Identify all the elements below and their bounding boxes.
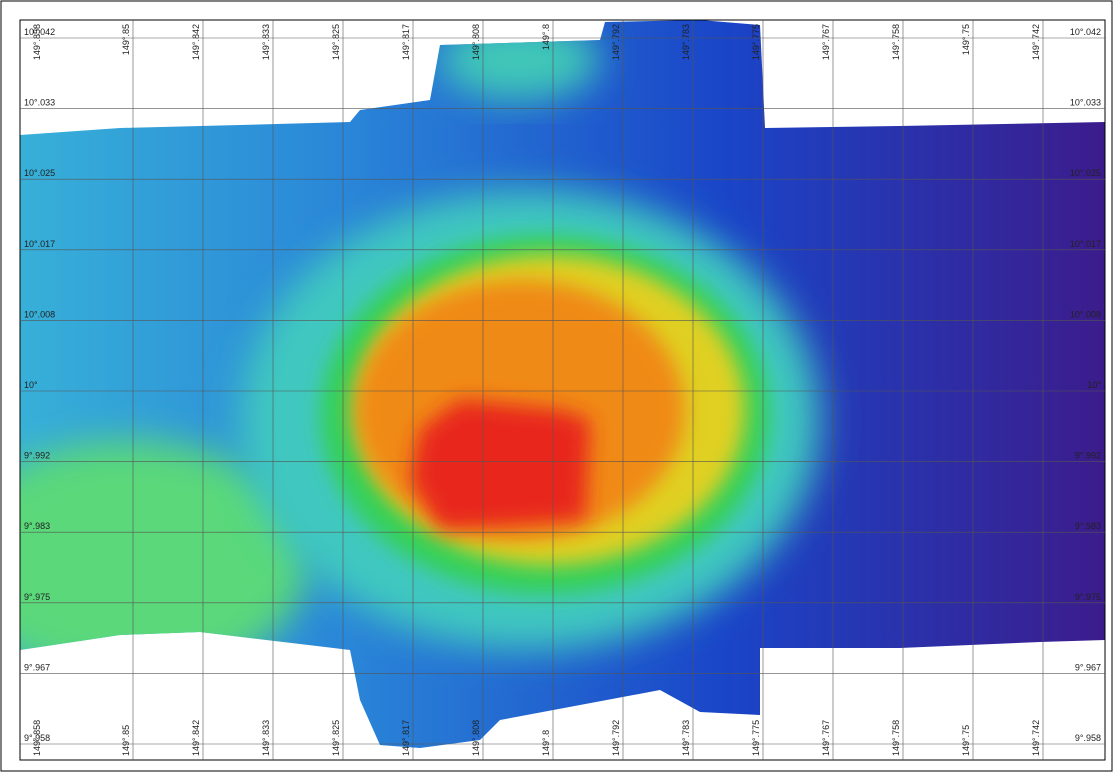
latitude-label-left: 9°.967: [24, 662, 50, 672]
latitude-label-right: 10°.025: [1070, 168, 1101, 178]
latitude-label-right: 10°: [1087, 380, 1101, 390]
latitude-label-right: 9°.958: [1075, 733, 1101, 743]
latitude-label-right: 10°.033: [1070, 98, 1101, 108]
longitude-label-bottom: 149°.842: [191, 720, 201, 756]
longitude-label-bottom: 149°.767: [821, 720, 831, 756]
latitude-label-right: 10°.017: [1070, 239, 1101, 249]
latitude-label-left: 10°.033: [24, 98, 55, 108]
longitude-label-top: 149°.75: [961, 24, 971, 55]
longitude-label-bottom: 149°.758: [891, 720, 901, 756]
latitude-label-right: 10°.008: [1070, 309, 1101, 319]
latitude-label-left: 10°.017: [24, 239, 55, 249]
longitude-label-bottom: 149°.742: [1031, 720, 1041, 756]
longitude-label-top: 149°.742: [1031, 24, 1041, 60]
latitude-label-left: 10°: [24, 380, 38, 390]
longitude-label-bottom: 149°.817: [401, 720, 411, 756]
latitude-label-left: 9°.975: [24, 592, 50, 602]
longitude-label-top: 149°.767: [821, 24, 831, 60]
latitude-label-right: 9°.983: [1075, 521, 1101, 531]
longitude-label-top: 149°.792: [611, 24, 621, 60]
longitude-label-top: 149°.825: [331, 24, 341, 60]
latitude-label-right: 9°.975: [1075, 592, 1101, 602]
longitude-label-top: 149°.775: [751, 24, 761, 60]
longitude-label-bottom: 149°.775: [751, 720, 761, 756]
longitude-label-top: 149°.758: [891, 24, 901, 60]
latitude-label-left: 9°.992: [24, 451, 50, 461]
longitude-label-bottom: 149°.75: [961, 725, 971, 756]
longitude-label-bottom: 149°.808: [471, 720, 481, 756]
latitude-label-left: 9°.958: [24, 733, 50, 743]
latitude-label-right: 9°.992: [1075, 451, 1101, 461]
longitude-label-bottom: 149°.825: [331, 720, 341, 756]
latitude-label-right: 10°.042: [1070, 27, 1101, 37]
longitude-label-bottom: 149°.833: [261, 720, 271, 756]
latitude-label-left: 10°.025: [24, 168, 55, 178]
latitude-label-left: 10°.008: [24, 309, 55, 319]
longitude-label-top: 149°.8: [541, 24, 551, 50]
longitude-label-top: 149°.833: [261, 24, 271, 60]
longitude-label-bottom: 149°.783: [681, 720, 691, 756]
longitude-label-bottom: 149°.85: [121, 725, 131, 756]
latitude-label-left: 9°.983: [24, 521, 50, 531]
longitude-label-top: 149°.85: [121, 24, 131, 55]
longitude-label-top: 149°.808: [471, 24, 481, 60]
latitude-label-left: 10°.042: [24, 27, 55, 37]
longitude-label-bottom: 149°.792: [611, 720, 621, 756]
latitude-label-right: 9°.967: [1075, 662, 1101, 672]
bathymetry-map: 149°.858149°.858149°.85149°.85149°.84214…: [0, 0, 1113, 772]
longitude-label-top: 149°.783: [681, 24, 691, 60]
longitude-label-top: 149°.842: [191, 24, 201, 60]
longitude-label-top: 149°.817: [401, 24, 411, 60]
longitude-label-bottom: 149°.8: [541, 730, 551, 756]
